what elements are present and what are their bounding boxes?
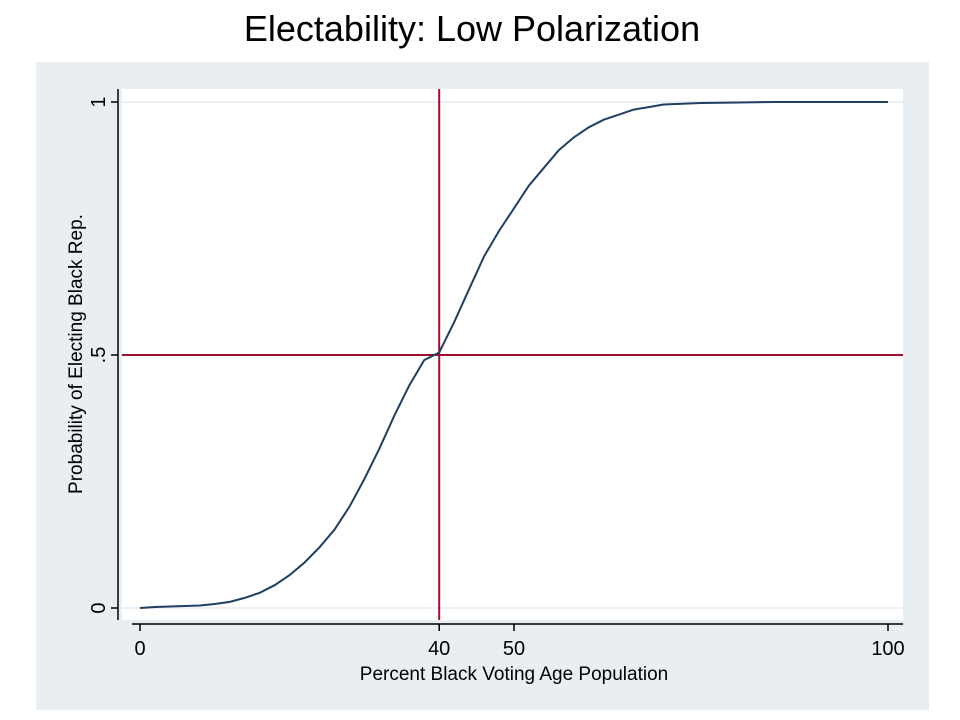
x-tick-label: 40 — [428, 638, 450, 660]
x-tick-label: 100 — [871, 638, 904, 660]
series-line — [139, 101, 888, 609]
chart-title: Electability: Low Polarization — [243, 8, 701, 49]
x-tick-label: 0 — [134, 638, 145, 660]
x-tick-label: 50 — [503, 638, 525, 660]
y-tick-label: 0 — [88, 602, 110, 613]
y-axis-label: Probability of Electing Black Rep. — [66, 214, 87, 494]
y-tick-label: .5 — [88, 347, 110, 364]
x-axis-label: Percent Black Voting Age Population — [360, 664, 668, 685]
y-tick-label: 1 — [88, 96, 110, 107]
